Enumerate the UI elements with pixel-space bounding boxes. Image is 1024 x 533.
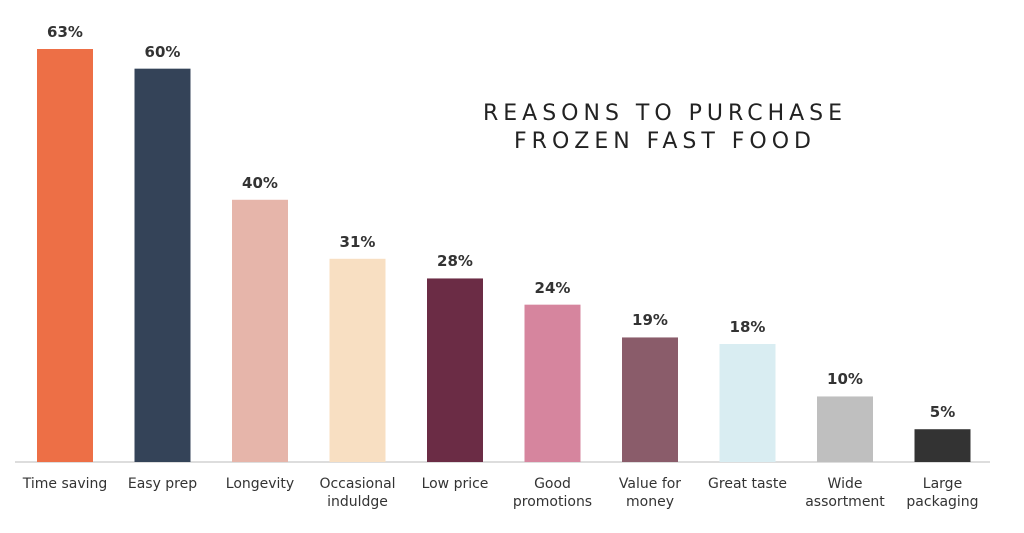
value-label: 5%: [929, 403, 956, 422]
bar: [37, 49, 93, 462]
chart-title: REASONS TO PURCHASE FROZEN FAST FOOD: [482, 101, 848, 154]
bar: [524, 304, 581, 462]
value-label: 18%: [729, 318, 766, 336]
x-tick-label: Occasional induldge: [319, 476, 396, 510]
value-label: 19%: [632, 311, 668, 330]
x-tick-label: Wide assortment: [805, 476, 885, 510]
x-tick-label: Value for money: [618, 476, 682, 510]
bar: [427, 278, 483, 462]
value-label: 60%: [144, 42, 181, 61]
bar: [134, 68, 191, 463]
value-label: 10%: [827, 370, 863, 389]
x-tick-label: Easy prep: [127, 476, 198, 492]
value-label: 28%: [437, 252, 473, 271]
value-label: 63%: [47, 23, 83, 41]
x-tick-label: Large packaging: [906, 476, 979, 510]
bar: [232, 199, 288, 462]
bar: [914, 429, 971, 462]
x-tick-label: Time saving: [22, 476, 108, 492]
bar: [622, 337, 678, 462]
bar: [817, 396, 873, 462]
x-tick-label: Good promotions: [512, 476, 593, 510]
value-label: 24%: [534, 278, 571, 297]
bar: [719, 344, 776, 462]
x-tick-label: Longevity: [225, 476, 295, 492]
value-label: 40%: [242, 173, 278, 192]
bar: [329, 258, 386, 462]
x-tick-label: Great taste: [708, 476, 787, 492]
x-tick-label: Low price: [421, 476, 489, 492]
value-label: 31%: [339, 232, 376, 251]
